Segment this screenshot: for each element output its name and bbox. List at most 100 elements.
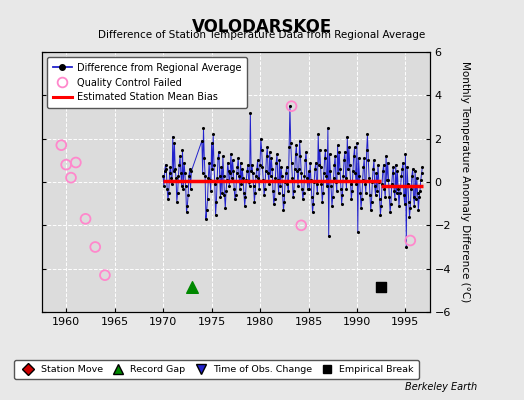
Point [177,170,185,176]
Point [307,177,315,183]
Point [384,177,392,183]
Point [211,181,219,187]
Point [298,185,306,192]
Point [293,168,301,174]
Point [159,172,167,179]
Point [316,164,325,170]
Point [258,164,267,170]
Point [199,125,208,131]
Point [303,174,311,181]
Point [418,170,426,176]
Point [363,131,372,138]
Point [342,174,350,181]
Point [340,157,348,164]
Point [241,194,249,200]
Point [242,177,250,183]
Point [373,188,381,194]
Point [323,183,331,190]
Point [272,159,280,166]
Point [391,196,399,202]
Point [405,198,413,205]
Point [312,181,321,187]
Point [168,181,176,187]
Point [413,190,422,196]
Point [281,179,289,185]
Point [251,190,259,196]
Point [184,192,192,198]
Point [380,185,389,192]
Point [215,172,224,179]
Point [304,168,313,174]
Point [346,181,355,187]
Point [229,168,237,174]
Point [280,198,289,205]
Point [388,181,396,187]
Point [245,179,253,185]
Point [358,177,367,183]
Point [320,170,328,176]
Point [329,194,337,200]
Point [162,166,170,172]
Point [366,192,374,198]
Point [356,190,364,196]
Point [179,185,188,192]
Point [312,159,320,166]
Point [297,222,305,228]
Point [324,233,333,239]
Point [362,190,370,196]
Point [375,179,383,185]
Point [367,198,376,205]
Point [178,146,187,153]
Point [383,177,391,183]
Point [183,203,191,209]
Point [222,188,230,194]
Point [235,172,243,179]
Point [206,188,215,194]
Point [302,148,310,155]
Point [170,140,179,146]
Point [372,170,380,176]
Point [279,207,288,213]
Point [248,162,256,168]
Point [345,162,354,168]
Point [187,168,195,174]
Point [387,200,395,207]
Point [305,185,313,192]
Point [386,209,394,216]
Point [330,162,339,168]
Point [274,177,282,183]
Point [399,159,407,166]
Point [348,188,356,194]
Point [370,183,379,190]
Point [206,177,214,183]
Point [343,133,352,140]
Text: Berkeley Earth: Berkeley Earth [405,382,477,392]
Point [309,200,318,207]
Point [253,166,261,172]
Point [181,183,190,190]
Point [188,284,196,290]
Point [72,159,80,166]
Point [243,168,252,174]
Point [225,183,234,190]
Point [269,200,278,207]
Point [390,188,398,194]
Point [237,181,246,187]
Point [244,162,252,168]
Point [249,183,258,190]
Point [290,188,298,194]
Point [175,162,183,168]
Point [208,166,216,172]
Point [161,162,170,168]
Point [401,151,410,157]
Point [209,131,217,138]
Point [403,181,412,187]
Point [379,168,387,174]
Point [201,172,209,179]
Point [334,170,343,176]
Point [327,183,335,190]
Point [349,168,357,174]
Point [212,198,221,205]
Point [384,159,392,166]
Point [354,155,363,161]
